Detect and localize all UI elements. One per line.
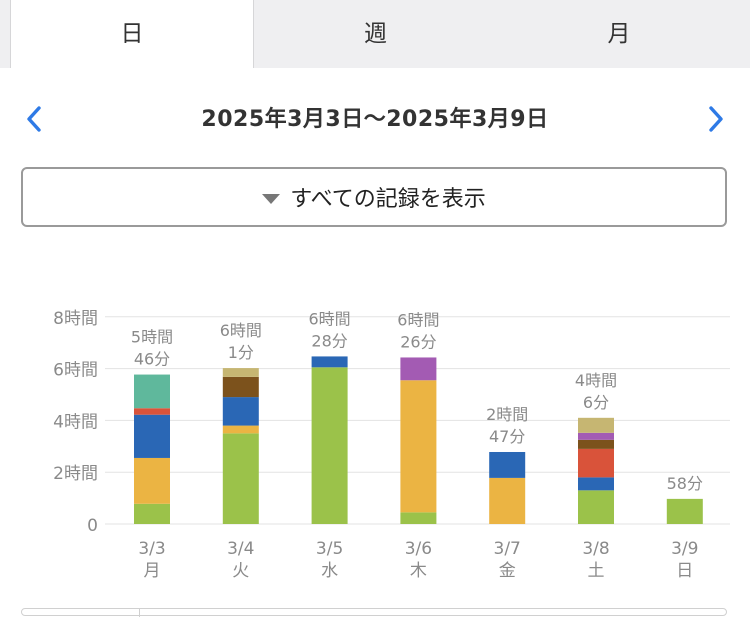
bar-segment <box>134 414 170 458</box>
bar-segment <box>134 374 170 409</box>
y-tick-label: 0 <box>87 516 98 536</box>
x-tick-label: 3/9 <box>671 539 698 559</box>
bar-total-label: 6時間 <box>309 309 351 328</box>
bar-total-label: 58分 <box>667 474 703 493</box>
bar-total-label: 47分 <box>489 427 525 446</box>
y-tick-label: 4時間 <box>53 412 98 432</box>
bar-segment <box>578 417 614 433</box>
x-tick-label: 3/4 <box>227 539 254 559</box>
caret-down-icon <box>262 193 281 204</box>
tab-week[interactable]: 週 <box>253 0 498 68</box>
x-weekday-label: 水 <box>321 561 338 581</box>
bar-total-label: 26分 <box>400 332 436 351</box>
bar-segment <box>222 397 259 426</box>
x-tick-label: 3/8 <box>582 539 609 559</box>
x-tick-label: 3/7 <box>494 539 521 559</box>
tab-month-label: 月 <box>607 21 631 47</box>
bar-segment <box>222 425 259 434</box>
bottom-panel-edge <box>21 608 727 617</box>
next-week-button[interactable] <box>702 104 728 134</box>
bar-segment <box>311 367 348 524</box>
bar-segment <box>400 357 437 381</box>
bar-segment <box>578 448 614 478</box>
bar-segment <box>134 408 170 415</box>
bar-segment <box>578 432 614 440</box>
x-weekday-label: 月 <box>144 561 161 581</box>
x-weekday-label: 火 <box>232 561 249 581</box>
bar-total-label: 6時間 <box>220 321 262 340</box>
tab-day-label: 日 <box>120 21 144 47</box>
period-tab-bar: 日 週 月 <box>0 0 750 68</box>
chevron-right-icon <box>709 106 723 132</box>
chevron-left-icon <box>27 106 41 132</box>
bar-segment <box>578 490 614 524</box>
x-weekday-label: 日 <box>676 561 693 581</box>
show-all-records-button[interactable]: すべての記録を表示 <box>21 167 727 227</box>
bar-segment <box>134 503 170 524</box>
x-weekday-label: 金 <box>499 561 516 581</box>
bar-segment <box>222 368 259 377</box>
show-all-records-label: すべての記録を表示 <box>290 187 486 212</box>
x-weekday-label: 木 <box>410 561 427 581</box>
bar-segment <box>311 356 348 368</box>
tab-week-label: 週 <box>364 21 387 47</box>
bar-total-label: 4時間 <box>575 371 617 390</box>
bar-segment <box>666 498 703 524</box>
bar-segment <box>400 380 437 513</box>
bar-segment <box>134 457 170 504</box>
y-tick-label: 2時間 <box>53 464 98 484</box>
y-tick-label: 8時間 <box>53 309 98 329</box>
bar-total-label: 1分 <box>228 343 254 362</box>
bar-segment <box>489 477 526 524</box>
bar-segment <box>222 433 259 524</box>
y-tick-label: 6時間 <box>53 361 98 381</box>
bar-total-label: 6時間 <box>397 310 439 329</box>
x-weekday-label: 土 <box>588 561 605 581</box>
bar-segment <box>578 477 614 491</box>
bar-total-label: 6分 <box>583 393 609 412</box>
tab-month[interactable]: 月 <box>498 0 740 68</box>
stacked-bar-chart: 0 2時間 4時間 6時間 8時間 5時間 46分 3/3月 6時間 1分 3/4火 6時間 28分 3/… <box>53 309 730 581</box>
bar-segment <box>578 439 614 449</box>
bar-total-label: 28分 <box>311 331 347 350</box>
bar-segment <box>222 376 259 398</box>
previous-week-button[interactable] <box>22 104 48 134</box>
bar-segment <box>489 451 526 478</box>
x-tick-label: 3/3 <box>138 539 165 559</box>
tab-day[interactable]: 日 <box>10 0 254 68</box>
x-tick-label: 3/6 <box>405 539 432 559</box>
bar-total-label: 5時間 <box>131 328 173 347</box>
date-range-title: 2025年3月3日〜2025年3月9日 <box>201 107 549 132</box>
x-tick-label: 3/5 <box>316 539 343 559</box>
bar-total-label: 2時間 <box>486 405 528 424</box>
bar-segment <box>400 512 437 524</box>
bar-total-label: 46分 <box>134 350 170 369</box>
